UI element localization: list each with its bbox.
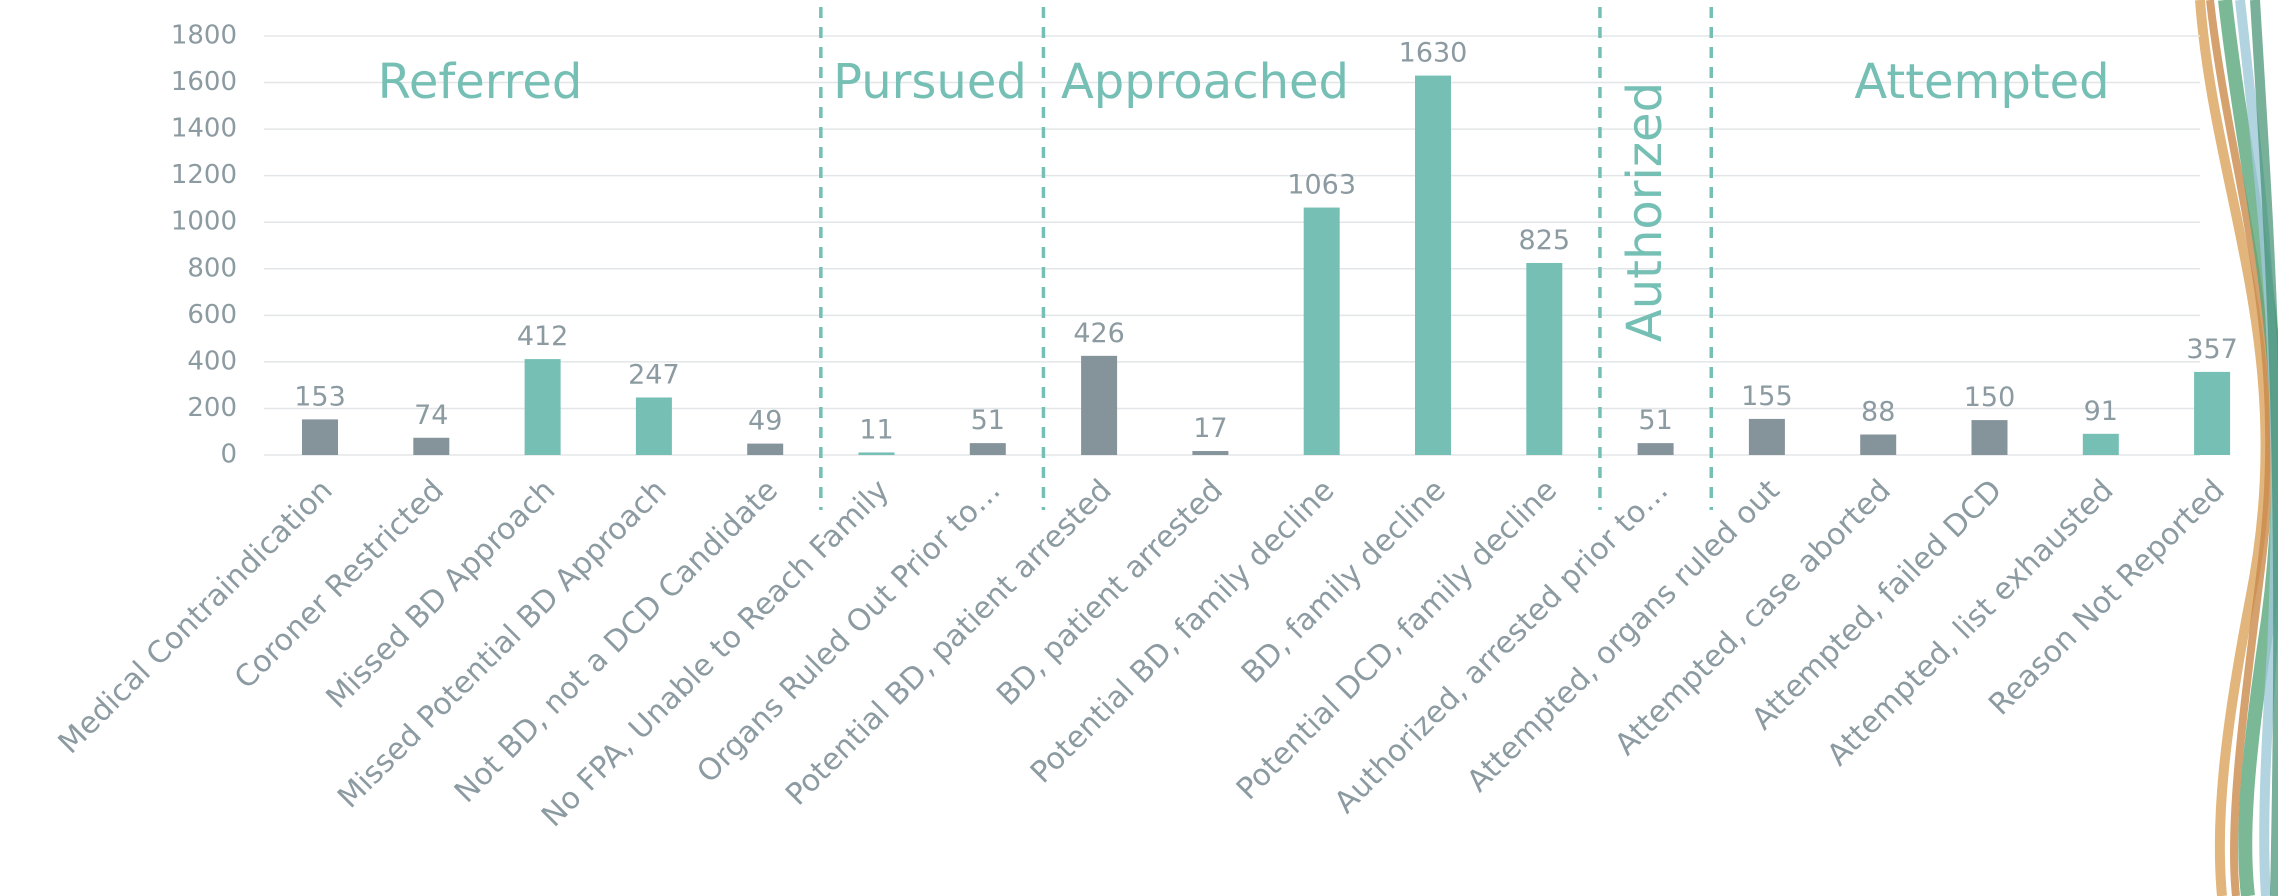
bar	[1748, 418, 1785, 455]
bar	[1303, 207, 1340, 455]
value-label: 49	[748, 406, 782, 437]
y-tick-label: 400	[187, 346, 237, 376]
y-tick-label: 0	[220, 440, 237, 470]
decoration	[2195, 0, 2278, 896]
value-label: 74	[414, 400, 448, 431]
value-label: 150	[1964, 382, 2016, 413]
bar	[1415, 75, 1451, 456]
bar	[858, 452, 895, 455]
y-tick-label: 1800	[171, 21, 237, 51]
bar	[413, 437, 450, 455]
x-tick-label: Missed BD Approach	[320, 473, 563, 716]
bar	[1526, 262, 1563, 455]
value-label: 17	[1193, 413, 1227, 444]
value-label: 51	[1638, 405, 1672, 436]
y-tick-label: 800	[187, 253, 237, 283]
value-label: 88	[1861, 397, 1895, 428]
x-tick-label: BD, patient arrested	[990, 473, 1230, 713]
y-tick-label: 200	[187, 393, 237, 423]
y-tick-label: 1600	[171, 67, 237, 97]
value-label: 1063	[1287, 170, 1356, 201]
value-label: 51	[971, 405, 1005, 436]
bar	[302, 419, 338, 455]
value-label: 1630	[1399, 38, 1468, 69]
y-tick-label: 1200	[171, 160, 237, 190]
bar	[524, 359, 561, 455]
value-label: 357	[2186, 334, 2238, 365]
value-label: 247	[628, 360, 680, 391]
x-tick-label: Coroner Restricted	[228, 473, 451, 696]
bar	[635, 397, 672, 455]
section-label: Referred	[378, 54, 583, 110]
bar	[2082, 433, 2119, 455]
bar	[1971, 420, 2008, 455]
value-label: 412	[517, 321, 569, 352]
x-tick-label: BD, family decline	[1235, 473, 1453, 691]
value-label: 91	[2084, 396, 2118, 427]
value-label: 426	[1073, 318, 1125, 349]
y-tick-label: 1400	[171, 114, 237, 144]
value-label: 153	[294, 381, 346, 412]
value-label: 11	[859, 414, 893, 445]
section-label: Pursued	[833, 54, 1027, 110]
bar	[1192, 451, 1229, 455]
bar	[1637, 443, 1674, 455]
y-tick-label: 1000	[171, 207, 237, 237]
bar	[747, 443, 784, 455]
bar	[1860, 434, 1897, 455]
bar	[1081, 355, 1118, 455]
section-label: Authorized	[1617, 82, 1673, 342]
section-label: Approached	[1061, 54, 1349, 110]
value-label: 825	[1519, 225, 1571, 256]
section-label: Attempted	[1854, 54, 2109, 110]
y-tick-label: 600	[187, 300, 237, 330]
bar	[2194, 371, 2231, 455]
value-label: 155	[1741, 381, 1793, 412]
bar	[969, 443, 1006, 455]
